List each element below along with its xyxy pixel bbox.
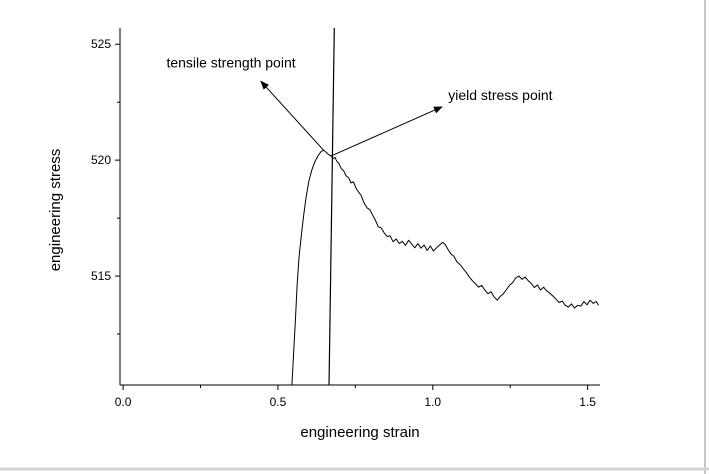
x-tick-label: 1.5 (579, 395, 596, 409)
stress-strain-line (291, 149, 599, 386)
axes (119, 28, 600, 386)
annotation-label: tensile strength point (166, 54, 295, 70)
x-tick-label: 0.5 (270, 395, 287, 409)
y-axis-title: engineering stress (47, 149, 64, 272)
annotation-arrow (260, 80, 325, 151)
x-tick-label: 0.0 (115, 395, 132, 409)
data-layer (291, 27, 599, 386)
y-tick-label: 515 (91, 269, 111, 283)
x-tick-label: 1.0 (424, 395, 441, 409)
annotation-layer: tensile strength point yield stress point (166, 54, 553, 157)
annotation-arrow (330, 106, 443, 157)
annotation-label: yield stress point (448, 87, 552, 103)
y-tick-label: 525 (91, 37, 111, 51)
y-tick-label: 520 (91, 153, 111, 167)
x-axis-title: engineering strain (300, 424, 419, 441)
vertical-line (328, 27, 335, 386)
y-ticks: 515 520 525 (91, 37, 120, 335)
x-ticks: 0.0 0.5 1.0 1.5 (115, 385, 596, 409)
